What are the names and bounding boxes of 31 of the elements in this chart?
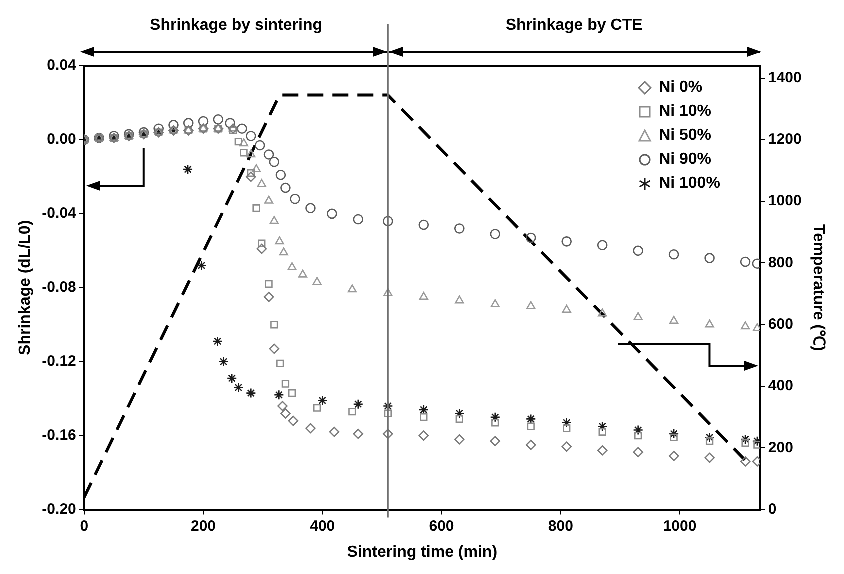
y2-tick-label: 1200 [768, 131, 802, 148]
text: Shrinkage by CTE [506, 17, 644, 34]
x-tick-label: 800 [548, 518, 574, 535]
y2-tick-label: 600 [768, 316, 794, 334]
y-tick-label: 0.00 [47, 131, 76, 148]
y-tick-label: -0.12 [42, 353, 76, 370]
y-axis-title: Shrinkage (dL/L0) [17, 220, 34, 356]
y2-tick-label: 1400 [768, 69, 802, 86]
x-tick-label: 400 [310, 518, 336, 535]
y2-tick-label: 400 [768, 378, 794, 395]
x-tick-label: 200 [191, 518, 216, 535]
legend-label: Ni 0% [659, 78, 703, 98]
y-tick-label: 0.04 [47, 57, 78, 74]
y-tick-label: -0.08 [42, 279, 76, 296]
x-tick-label: 0 [80, 518, 89, 535]
y2-axis-title: Temperature (℃) [810, 224, 827, 352]
x-axis-title: Sintering time (min) [347, 544, 498, 561]
y-tick-label: -0.20 [42, 500, 76, 518]
x-tick-label: 1000 [663, 518, 697, 535]
y2-tick-label: 800 [768, 254, 794, 272]
y-tick-label: -0.04 [42, 205, 78, 222]
legend-label: Ni 50% [659, 126, 712, 146]
y2-tick-label: 200 [768, 439, 794, 456]
y2-tick-label: 0 [768, 500, 777, 518]
y-tick-label: -0.16 [42, 426, 76, 444]
y2-tick-label: 1000 [768, 192, 802, 210]
x-tick-label: 600 [429, 518, 454, 535]
text: Shrinkage by sintering [150, 17, 323, 34]
legend-label: Ni 90% [659, 150, 712, 170]
legend-label: Ni 10% [659, 102, 712, 122]
legend-label: Ni 100% [659, 174, 720, 194]
